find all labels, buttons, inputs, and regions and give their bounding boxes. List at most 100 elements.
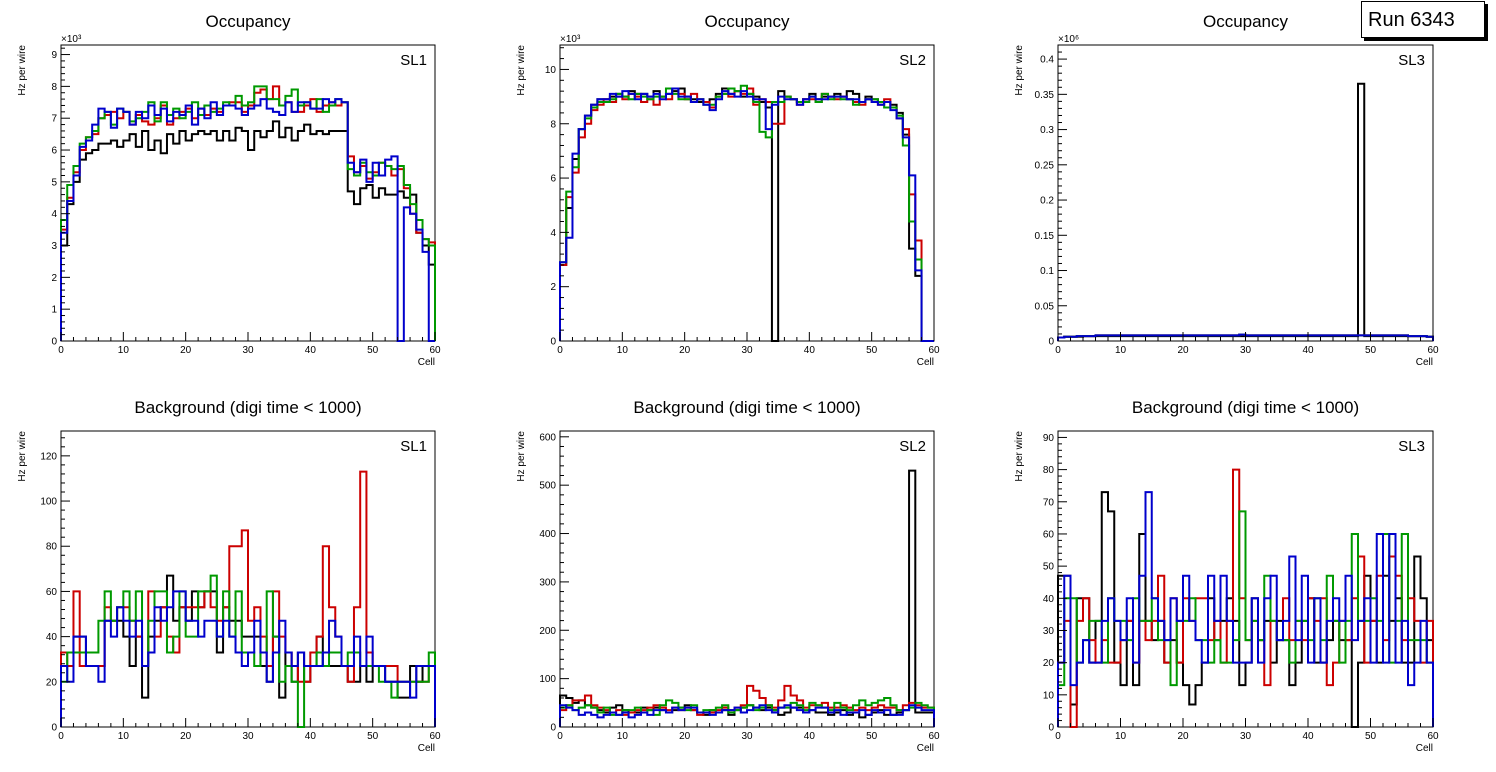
series-red <box>60 470 436 727</box>
superlayer-label: SL2 <box>899 52 926 69</box>
x-tick-label: 50 <box>866 345 878 356</box>
y-tick-label: 0 <box>550 337 556 348</box>
x-axis-label: Cell <box>418 743 435 754</box>
series-blue <box>60 590 436 727</box>
series-black <box>1057 82 1434 341</box>
x-tick-label: 40 <box>305 731 317 742</box>
x-tick-label: 40 <box>1302 345 1314 356</box>
plot-frame <box>559 430 935 728</box>
y-tick-label: 1 <box>51 305 57 316</box>
y-tick-label: 9 <box>51 50 57 61</box>
x-tick-label: 10 <box>118 345 130 356</box>
y-tick-label: 80 <box>46 542 58 553</box>
y-axis-label: Hz per wire <box>17 431 28 482</box>
plot-frame <box>1057 44 1434 342</box>
x-tick-label: 60 <box>429 731 441 742</box>
y-axis-label: Hz per wire <box>1014 45 1025 96</box>
series-black <box>60 120 436 341</box>
series-red <box>559 87 934 342</box>
y-tick-label: 500 <box>539 481 556 492</box>
y-tick-label: 10 <box>545 65 557 76</box>
chart-2: Occupancy 0 10 20 30 40 50 60 0 2 4 6 8 10 ×10³ Cell Hz … <box>516 12 940 368</box>
x-tick-label: 10 <box>617 731 629 742</box>
x-tick-label: 50 <box>1365 345 1377 356</box>
y-tick-label: 200 <box>539 626 556 637</box>
y-tick-label: 0.25 <box>1035 160 1055 171</box>
x-tick-label: 0 <box>1055 345 1061 356</box>
x-tick-label: 20 <box>180 731 192 742</box>
y-tick-label: 40 <box>1043 594 1055 605</box>
x-tick-label: 0 <box>58 731 64 742</box>
x-tick-label: 0 <box>1055 731 1061 742</box>
y-tick-label: 4 <box>550 228 556 239</box>
y-tick-label: 100 <box>40 497 57 508</box>
x-tick-label: 40 <box>804 731 816 742</box>
y-tick-label: 60 <box>1043 529 1055 540</box>
y-tick-label: 400 <box>539 529 556 540</box>
x-tick-label: 0 <box>557 731 563 742</box>
chart-title: Occupancy <box>205 12 291 31</box>
y-tick-label: 8 <box>550 119 556 130</box>
y-tick-label: 300 <box>539 577 556 588</box>
y-tick-label: 5 <box>51 177 57 188</box>
x-axis-label: Cell <box>418 357 435 368</box>
y-tick-label: 20 <box>1043 658 1055 669</box>
y-tick-label: 600 <box>539 432 556 443</box>
x-tick-label: 60 <box>429 345 441 356</box>
x-tick-label: 10 <box>1115 345 1127 356</box>
y-tick-label: 0 <box>1048 723 1054 734</box>
x-tick-label: 50 <box>367 345 379 356</box>
x-tick-label: 60 <box>1427 731 1439 742</box>
series-blue <box>1057 491 1434 727</box>
y-tick-label: 70 <box>1043 497 1055 508</box>
y-tick-label: 30 <box>1043 626 1055 637</box>
y-exponent-label: ×10³ <box>61 34 82 45</box>
chart-6: Background (digi time < 1000) 0 10 20 30 40 50… <box>1014 398 1439 754</box>
series-black <box>559 87 934 342</box>
y-tick-label: 0 <box>1048 337 1054 348</box>
chart-4: Background (digi time < 1000) 0 10 20 30 40 50… <box>17 398 441 754</box>
y-tick-label: 3 <box>51 241 57 252</box>
y-tick-label: 0.05 <box>1035 301 1055 312</box>
superlayer-label: SL1 <box>400 438 427 455</box>
y-tick-label: 100 <box>539 674 556 685</box>
x-tick-label: 0 <box>58 345 64 356</box>
x-tick-label: 60 <box>928 345 940 356</box>
chart-title: Background (digi time < 1000) <box>633 398 860 417</box>
y-exponent-label: ×10⁶ <box>1058 34 1079 45</box>
superlayer-label: SL3 <box>1398 52 1425 69</box>
x-tick-label: 30 <box>741 731 753 742</box>
x-tick-label: 30 <box>741 345 753 356</box>
x-tick-label: 20 <box>180 345 192 356</box>
x-tick-label: 60 <box>928 731 940 742</box>
superlayer-label: SL3 <box>1398 438 1425 455</box>
chart-title: Occupancy <box>1203 12 1289 31</box>
x-tick-label: 10 <box>118 731 130 742</box>
y-tick-label: 0.35 <box>1035 90 1055 101</box>
y-tick-label: 60 <box>46 587 58 598</box>
chart-title: Background (digi time < 1000) <box>1132 398 1359 417</box>
series-black <box>60 574 436 727</box>
y-axis-label: Hz per wire <box>516 45 527 96</box>
y-tick-label: 90 <box>1043 433 1055 444</box>
x-axis-label: Cell <box>917 357 934 368</box>
superlayer-label: SL2 <box>899 438 926 455</box>
y-axis-label: Hz per wire <box>17 45 28 96</box>
x-tick-label: 50 <box>367 731 379 742</box>
x-tick-label: 60 <box>1427 345 1439 356</box>
x-tick-label: 10 <box>1115 731 1127 742</box>
y-tick-label: 6 <box>51 146 57 157</box>
y-tick-label: 0.4 <box>1040 55 1054 66</box>
chart-3: Occupancy 0 10 20 30 40 50 60 0 0.05 0.1 0.15 0.2 0.2… <box>1014 12 1439 368</box>
x-tick-label: 50 <box>866 731 878 742</box>
series-blue <box>559 704 935 727</box>
y-tick-label: 0 <box>51 337 57 348</box>
y-tick-label: 50 <box>1043 562 1055 573</box>
x-axis-label: Cell <box>917 743 934 754</box>
y-tick-label: 2 <box>51 273 57 284</box>
y-exponent-label: ×10³ <box>560 34 581 45</box>
y-tick-label: 20 <box>46 677 58 688</box>
y-tick-label: 8 <box>51 82 57 93</box>
series-blue <box>559 87 934 342</box>
